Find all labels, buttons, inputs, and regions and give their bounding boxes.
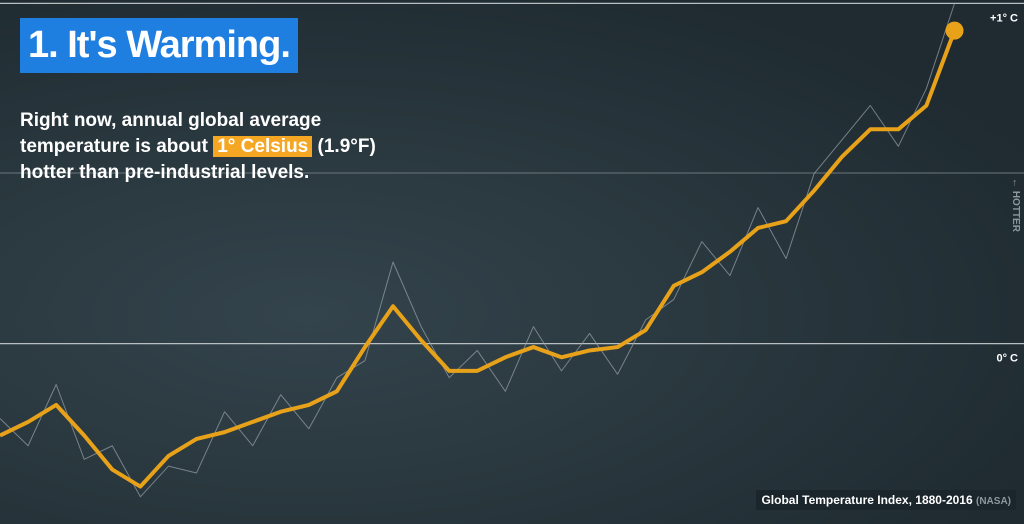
y-tick-label: 0° C [996, 353, 1018, 365]
intro: Right now, annual global average tempera… [20, 108, 420, 186]
intro-text: Right now, annual global average tempera… [20, 110, 322, 157]
series-line [0, 29, 957, 489]
end-dot [945, 21, 964, 40]
highlight: 1° Celsius [213, 136, 313, 157]
series-line [0, 3, 955, 498]
caption: Global Temperature Index, 1880-2016 (NAS… [756, 490, 1016, 510]
intro-text: (1.9°F) hotter than pre-industrial level… [20, 136, 376, 183]
title: 1. It's Warming. [20, 18, 298, 73]
caption-text: Global Temperature Index, 1880-2016 [761, 493, 973, 507]
axis-label: ← HOTTER [1010, 178, 1021, 233]
source: (NASA) [976, 496, 1011, 507]
y-tick-label: +1° C [990, 12, 1018, 24]
